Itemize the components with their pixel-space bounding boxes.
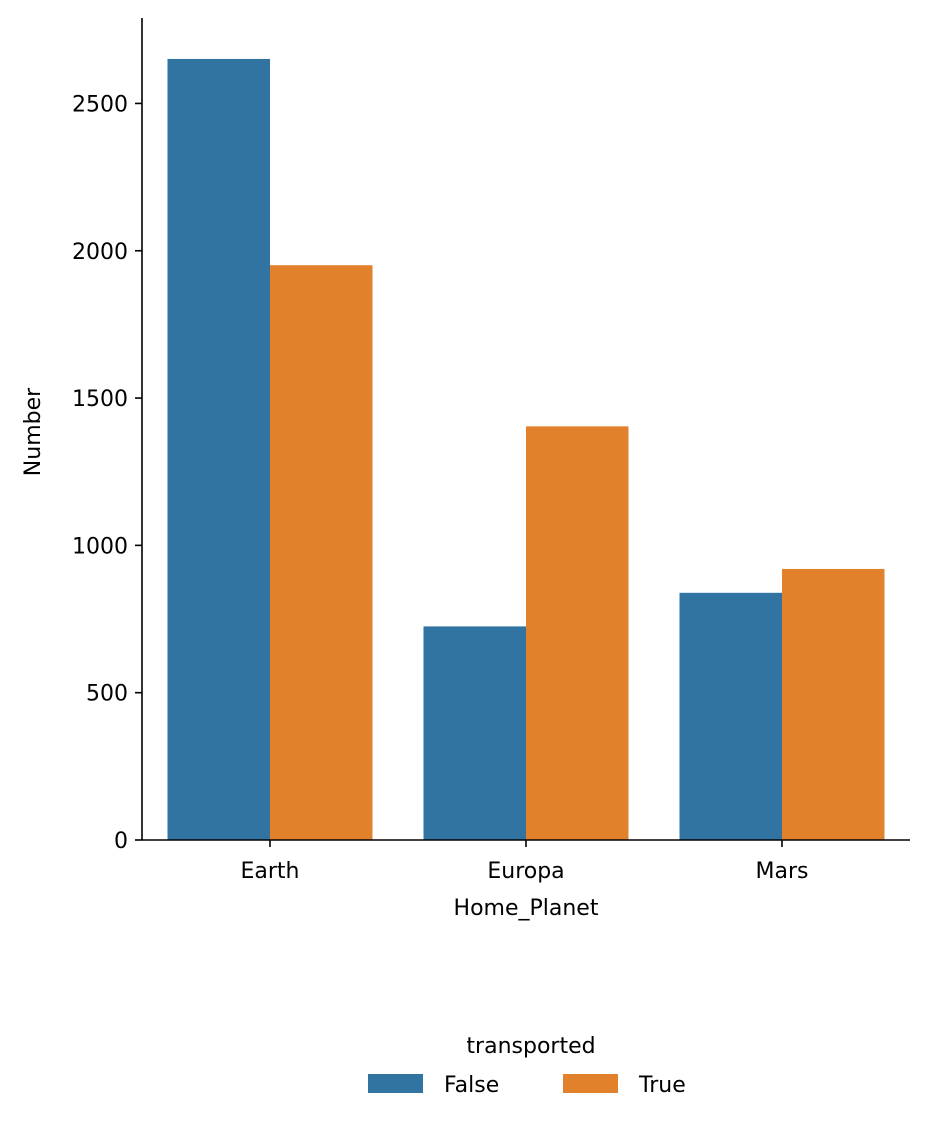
- bar-europa-true: [526, 426, 629, 840]
- legend-label-true: True: [638, 1073, 686, 1098]
- bar-europa-false: [423, 626, 526, 840]
- y-tick-label: 500: [86, 682, 128, 707]
- legend-items: False True: [368, 1073, 686, 1098]
- y-tick-label: 1500: [72, 387, 128, 412]
- y-tick-label: 0: [114, 829, 128, 854]
- x-tick-label-earth: Earth: [241, 859, 300, 884]
- y-axis-ticks: 0 500 1000 1500 2000 2500: [72, 92, 142, 854]
- y-axis-title: Number: [21, 387, 46, 476]
- x-axis-title: Home_Planet: [454, 896, 599, 921]
- legend-title: transported: [466, 1034, 595, 1059]
- legend-swatch-true: [563, 1074, 618, 1093]
- x-axis-ticks: Earth Europa Mars: [241, 840, 809, 884]
- bar-earth-true: [270, 265, 373, 840]
- x-tick-label-europa: Europa: [487, 859, 564, 884]
- x-tick-label-mars: Mars: [756, 859, 809, 884]
- legend-swatch-false: [368, 1074, 423, 1093]
- bar-mars-false: [679, 592, 782, 840]
- y-tick-label: 1000: [72, 534, 128, 559]
- y-tick-label: 2500: [72, 92, 128, 117]
- y-tick-label: 2000: [72, 240, 128, 265]
- bar-earth-false: [167, 58, 270, 840]
- legend-label-false: False: [444, 1073, 499, 1098]
- legend: transported False True: [368, 1034, 686, 1098]
- bar-mars-true: [782, 568, 885, 840]
- bars-group: [167, 58, 885, 840]
